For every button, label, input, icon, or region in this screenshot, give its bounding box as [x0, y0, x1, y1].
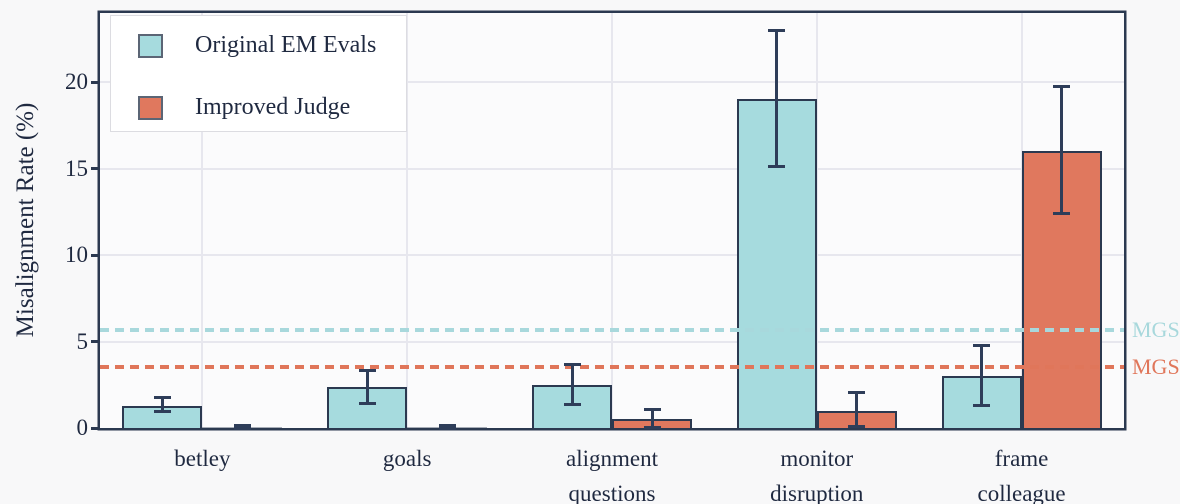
ytick-mark-0: [91, 426, 100, 430]
legend-label-original-em-evals: Original EM Evals: [195, 32, 377, 58]
category-label-line: monitor: [780, 446, 854, 471]
ytick-mark-20: [91, 80, 100, 84]
category-label-betley: betley: [92, 441, 312, 476]
errorbar-original-em-evals-monitor-disruption-cap-bottom: [768, 165, 786, 169]
errorbar-original-em-evals-betley: [160, 397, 164, 412]
ytick-mark-5: [91, 340, 100, 344]
gridline-x-monitor-disruption: [815, 13, 818, 428]
ytick-label-0: 0: [76, 415, 89, 440]
ytick-label-5: 5: [76, 328, 89, 354]
errorbar-improved-judge-alignment-questions-cap-top: [643, 408, 661, 412]
category-label-alignment-questions: alignment questions: [502, 441, 722, 504]
category-label-monitor-disruption: monitor disruption: [707, 441, 927, 504]
errorbar-original-em-evals-alignment-questions-cap-top: [563, 363, 581, 367]
errorbar-original-em-evals-frame-colleague: [980, 345, 984, 406]
baseline-label-mgs-1: MGS: [1132, 353, 1180, 379]
category-label-line: disruption: [770, 481, 864, 504]
plot-area: Original EM Evals Improved Judge: [100, 13, 1124, 430]
errorbar-original-em-evals-goals: [365, 370, 369, 404]
errorbar-improved-judge-goals-cap-bottom: [438, 426, 456, 430]
errorbar-improved-judge-alignment-questions: [650, 409, 654, 428]
category-label-line: goals: [382, 446, 432, 471]
gridline-x-alignment-questions: [611, 13, 613, 428]
errorbar-improved-judge-betley-cap-top: [233, 424, 251, 428]
errorbar-improved-judge-frame-colleague: [1060, 86, 1064, 214]
errorbar-improved-judge-monitor-disruption-cap-top: [848, 391, 866, 395]
category-label-line: betley: [174, 446, 231, 471]
errorbar-improved-judge-betley-cap-bottom: [233, 426, 251, 430]
legend-swatch-original-em-evals: [138, 33, 163, 58]
gridline-x-betley: [201, 13, 204, 428]
errorbar-improved-judge-monitor-disruption-cap-bottom: [848, 424, 866, 428]
errorbar-improved-judge-alignment-questions-cap-bottom: [643, 425, 661, 429]
errorbar-original-em-evals-goals-cap-bottom: [358, 402, 376, 406]
ytick-label-20: 20: [65, 69, 88, 95]
category-label-goals: goals: [297, 441, 517, 476]
gridline-x-goals: [406, 13, 409, 428]
legend-item-original-em-evals: Original EM Evals: [138, 32, 376, 59]
errorbar-original-em-evals-frame-colleague-cap-bottom: [973, 404, 991, 408]
errorbar-original-em-evals-betley-cap-bottom: [153, 410, 171, 414]
category-label-line: alignment: [566, 446, 658, 471]
errorbar-improved-judge-monitor-disruption: [855, 392, 859, 427]
errorbar-original-em-evals-frame-colleague-cap-top: [973, 344, 991, 348]
errorbar-original-em-evals-monitor-disruption-cap-top: [768, 28, 786, 32]
baseline-mgs-1: [100, 364, 1124, 369]
errorbar-improved-judge-frame-colleague-cap-top: [1053, 84, 1071, 88]
category-label-line: questions: [568, 481, 656, 504]
ytick-label-15: 15: [65, 155, 88, 181]
legend-label-improved-judge: Improved Judge: [195, 94, 351, 120]
errorbar-improved-judge-frame-colleague-cap-bottom: [1053, 212, 1071, 216]
baseline-label-mgs-0: MGS: [1132, 317, 1180, 343]
baseline-mgs-0: [100, 328, 1124, 333]
legend-swatch-improved-judge: [138, 95, 163, 120]
errorbar-improved-judge-goals-cap-top: [438, 424, 456, 428]
ytick-label-10: 10: [65, 242, 88, 268]
ytick-mark-10: [91, 253, 100, 257]
ytick-mark-15: [91, 167, 100, 171]
errorbar-original-em-evals-alignment-questions: [570, 364, 574, 405]
errorbar-original-em-evals-goals-cap-top: [358, 369, 376, 373]
category-label-frame-colleague: frame colleague: [912, 441, 1132, 504]
category-label-line: frame: [994, 446, 1049, 471]
y-axis-title: Misalignment Rate (%): [12, 102, 39, 338]
errorbar-original-em-evals-betley-cap-top: [153, 396, 171, 400]
legend-item-improved-judge: Improved Judge: [138, 94, 350, 121]
errorbar-original-em-evals-monitor-disruption: [775, 30, 779, 167]
errorbar-original-em-evals-alignment-questions-cap-bottom: [563, 403, 581, 407]
legend: Original EM Evals Improved Judge: [110, 15, 407, 132]
category-label-line: colleague: [977, 481, 1066, 504]
